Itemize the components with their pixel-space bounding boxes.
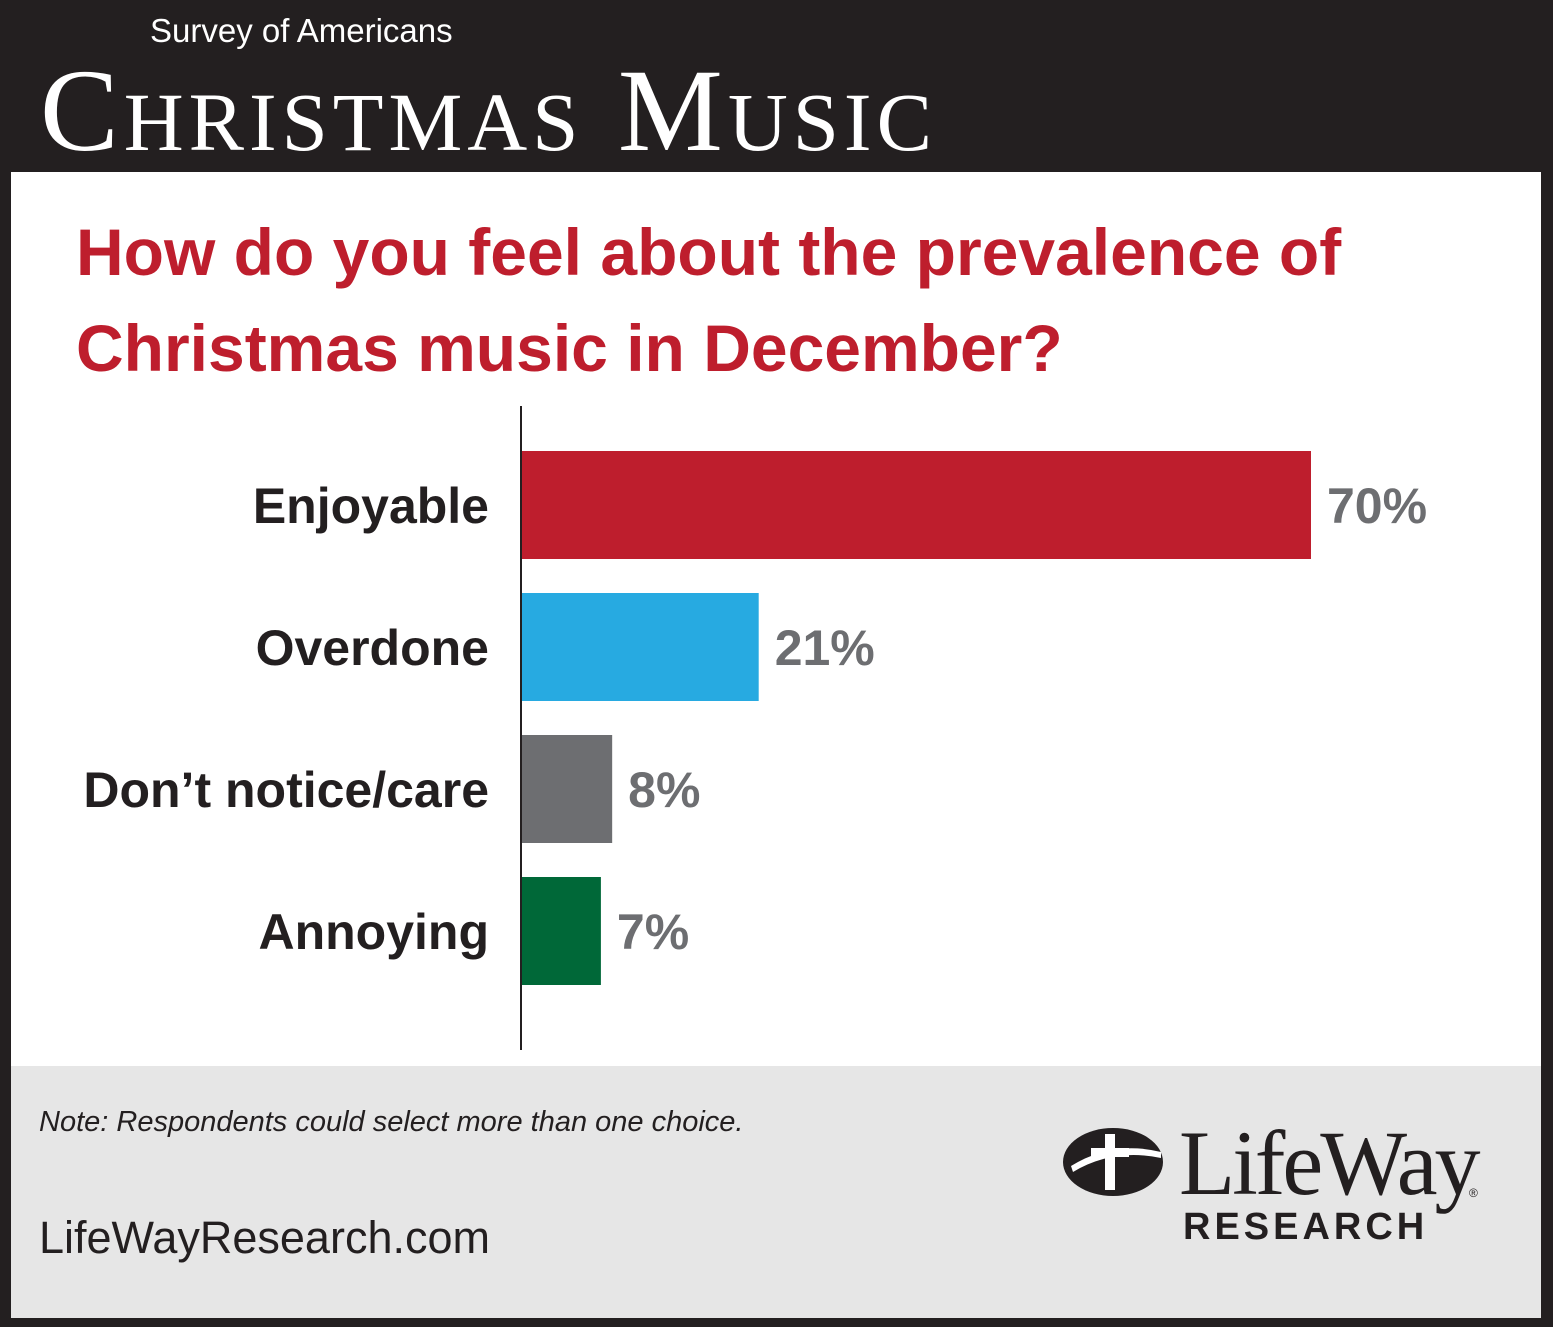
- registered-mark: ®: [1469, 1186, 1478, 1200]
- chart-question: How do you feel about the prevalence of …: [76, 215, 1342, 385]
- category-label: Overdone: [256, 620, 489, 676]
- value-label: 7%: [617, 904, 689, 960]
- header: Survey of Americans Christmas Music: [0, 0, 1553, 172]
- category-label: Don’t notice/care: [83, 762, 489, 818]
- bar-chart: Enjoyable 70% Overdone 21% Don’t notice/care…: [83, 406, 1427, 1050]
- value-label: 8%: [628, 762, 700, 818]
- footnote: Note: Respondents could select more than…: [39, 1106, 744, 1138]
- bar-1: [522, 593, 759, 701]
- value-label: 21%: [775, 620, 875, 676]
- footer: Note: Respondents could select more than…: [11, 1066, 1541, 1318]
- logo-subtitle: RESEARCH: [1183, 1206, 1429, 1248]
- survey-subtitle: Survey of Americans: [150, 12, 453, 49]
- value-label: 70%: [1327, 478, 1427, 534]
- website-link[interactable]: LifeWayResearch.com: [39, 1212, 490, 1263]
- logo-wordmark: LifeWay: [1179, 1112, 1481, 1214]
- cross-circle-logo-icon: [1063, 1128, 1163, 1196]
- bar-0: [522, 451, 1311, 559]
- bar-3: [522, 877, 601, 985]
- category-label: Enjoyable: [253, 478, 489, 534]
- category-label: Annoying: [258, 904, 489, 960]
- chart-panel: How do you feel about the prevalence of …: [11, 172, 1541, 1318]
- lifeway-research-logo: LifeWay RESEARCH ®: [1061, 1112, 1501, 1256]
- bar-2: [522, 735, 613, 843]
- page-title: Christmas Music: [40, 45, 937, 176]
